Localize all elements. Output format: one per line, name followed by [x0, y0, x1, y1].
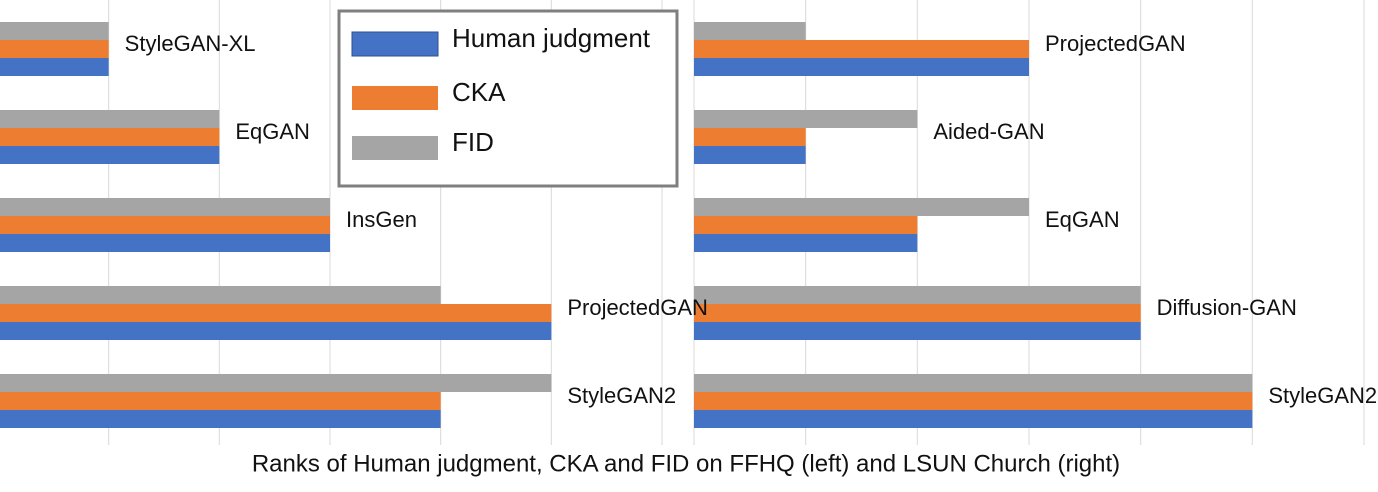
legend-label: FID: [452, 127, 494, 157]
bar: [694, 234, 918, 252]
bar: [0, 234, 330, 252]
category-label: Aided-GAN: [933, 119, 1044, 144]
bar: [694, 216, 918, 234]
bar: [694, 128, 806, 146]
bar: [694, 58, 1029, 76]
legend-swatch: [352, 86, 438, 110]
bar: [694, 22, 806, 40]
bar: [694, 286, 1141, 304]
bar: [694, 304, 1141, 322]
bar: [694, 374, 1253, 392]
bar: [0, 22, 109, 40]
bar: [694, 110, 918, 128]
category-label: StyleGAN-XL: [125, 31, 256, 56]
category-label: InsGen: [346, 207, 417, 232]
bar: [0, 392, 441, 410]
chart-title: Ranks of Human judgment, CKA and FID on …: [252, 450, 1120, 477]
bar: [0, 110, 220, 128]
category-label: EqGAN: [235, 119, 310, 144]
bar: [694, 146, 806, 164]
bar: [0, 286, 441, 304]
legend-swatch: [352, 136, 438, 160]
bar: [0, 146, 220, 164]
bar: [0, 322, 552, 340]
bar: [0, 216, 330, 234]
legend-swatch: [351, 31, 439, 57]
bar: [0, 40, 109, 58]
bar: [0, 410, 441, 428]
category-label: ProjectedGAN: [1045, 31, 1186, 56]
bar: [694, 410, 1253, 428]
category-label: Diffusion-GAN: [1157, 295, 1297, 320]
bar: [694, 198, 1029, 216]
category-label: EqGAN: [1045, 207, 1120, 232]
bar: [0, 198, 330, 216]
category-label: ProjectedGAN: [567, 295, 708, 320]
bar: [0, 374, 552, 392]
category-label: StyleGAN2: [1268, 383, 1377, 408]
bar: [694, 40, 1029, 58]
bar: [0, 58, 109, 76]
bar: [0, 128, 220, 146]
category-label: StyleGAN2: [567, 383, 676, 408]
legend-label: Human judgment: [452, 23, 651, 53]
bar: [0, 304, 552, 322]
bar: [694, 392, 1253, 410]
bar: [694, 322, 1141, 340]
legend-label: CKA: [452, 77, 506, 107]
